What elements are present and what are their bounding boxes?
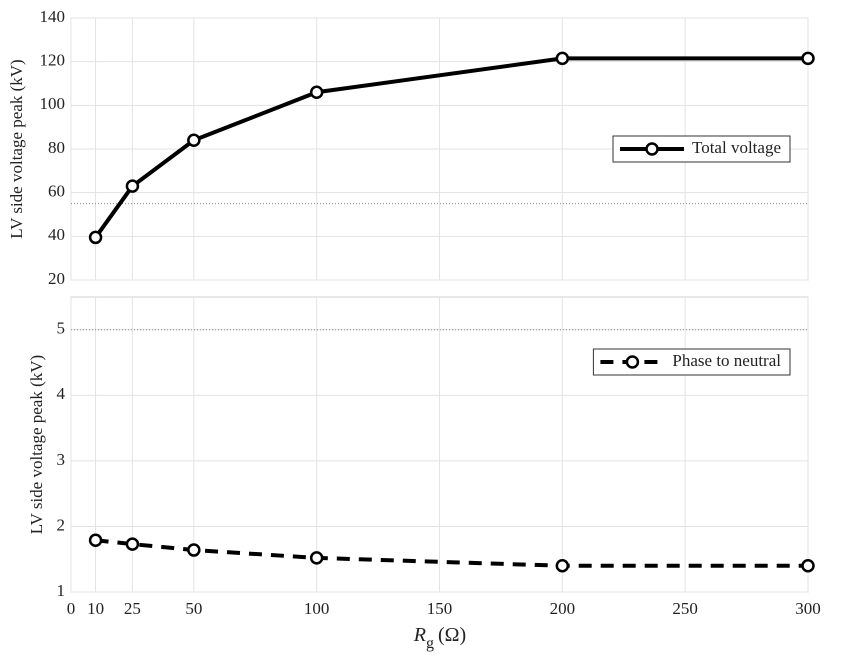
data-marker xyxy=(309,85,324,99)
data-marker xyxy=(187,133,201,148)
x-tick-label: 200 xyxy=(550,599,576,618)
x-axis-label: Rg (Ω) xyxy=(413,624,466,652)
data-marker xyxy=(125,537,140,551)
x-tick-label: 50 xyxy=(185,599,202,618)
data-line xyxy=(93,56,808,239)
y-tick-label: 1 xyxy=(57,581,66,600)
x-tick-label: 300 xyxy=(795,599,821,618)
x-label-subscript: g xyxy=(426,635,434,652)
legend: Total voltage xyxy=(612,135,791,163)
y-tick-label: 80 xyxy=(48,138,65,157)
data-marker xyxy=(801,559,815,573)
y-tick-label: 40 xyxy=(48,225,65,244)
legend-marker xyxy=(645,142,659,156)
y-tick-label: 3 xyxy=(57,450,66,469)
y-tick-label: 140 xyxy=(40,7,66,26)
y-tick-label: 60 xyxy=(48,182,65,201)
x-tick-label: 100 xyxy=(304,599,330,618)
x-tick-label: 0 xyxy=(67,599,76,618)
x-tick-label: 25 xyxy=(124,599,141,618)
x-tick-label: 250 xyxy=(672,599,698,618)
y-tick-label: 4 xyxy=(57,384,66,403)
legend-marker xyxy=(625,355,640,369)
y-tick-label: 100 xyxy=(40,94,66,113)
x-tick-label: 10 xyxy=(87,599,104,618)
y-axis-label: LV side voltage peak (kV) xyxy=(27,355,46,534)
x-label-symbol: R xyxy=(413,624,426,646)
data-marker xyxy=(555,559,570,573)
data-marker xyxy=(187,543,201,557)
data-marker xyxy=(125,179,140,193)
x-label-unit: (Ω) xyxy=(438,624,466,646)
data-marker xyxy=(555,51,570,66)
legend-label: Phase to neutral xyxy=(672,351,781,370)
y-tick-label: 20 xyxy=(48,269,65,288)
data-marker xyxy=(88,230,103,245)
data-marker xyxy=(88,533,103,547)
legend-label: Total voltage xyxy=(692,138,781,157)
y-axis-label: LV side voltage peak (kV) xyxy=(7,59,26,238)
x-tick-label: 150 xyxy=(427,599,453,618)
y-tick-label: 5 xyxy=(57,319,66,338)
legend: Phase to neutral xyxy=(592,348,791,376)
data-marker xyxy=(801,51,815,66)
data-marker xyxy=(309,551,324,565)
y-tick-label: 2 xyxy=(57,515,66,534)
y-tick-label: 120 xyxy=(40,51,66,70)
